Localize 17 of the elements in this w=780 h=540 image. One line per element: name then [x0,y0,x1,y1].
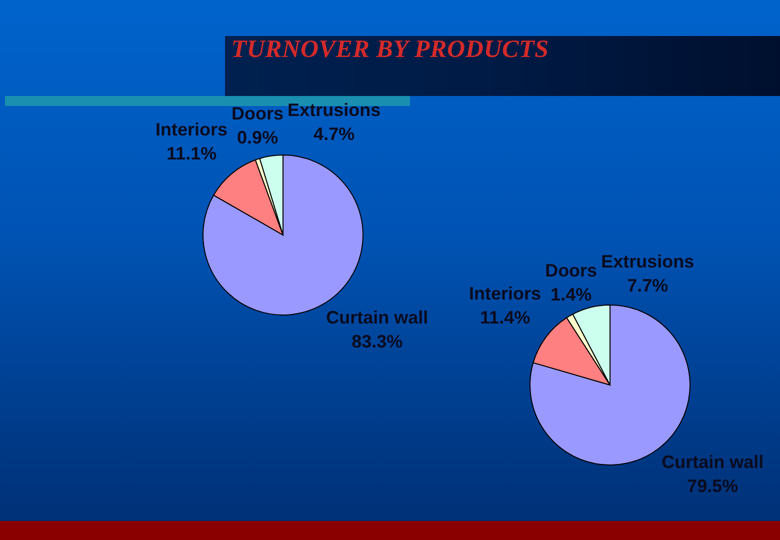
data-label: 4.7% [314,124,355,144]
data-label: 11.1% [166,143,217,164]
slice-label: Interiors [156,119,228,140]
slice-label: Interiors [469,284,542,304]
slice-label: Curtain wall [662,452,764,472]
data-label: 0.9% [237,127,278,148]
slice-label: Doors [232,103,284,124]
chart-title: TURNOVER BY PRODUCTS [230,36,550,64]
data-label: 11.4% [480,308,530,328]
slice-label: Extrusions [601,252,694,272]
slice-label: Curtain wall [326,307,428,328]
data-label: 83.3% [352,331,403,352]
slice-label: Doors [545,260,598,281]
data-label: 7.7% [627,276,668,296]
slice-label: Extrusions [288,100,381,120]
data-label: 1.4% [550,284,592,305]
data-label: 79.5% [687,476,738,496]
